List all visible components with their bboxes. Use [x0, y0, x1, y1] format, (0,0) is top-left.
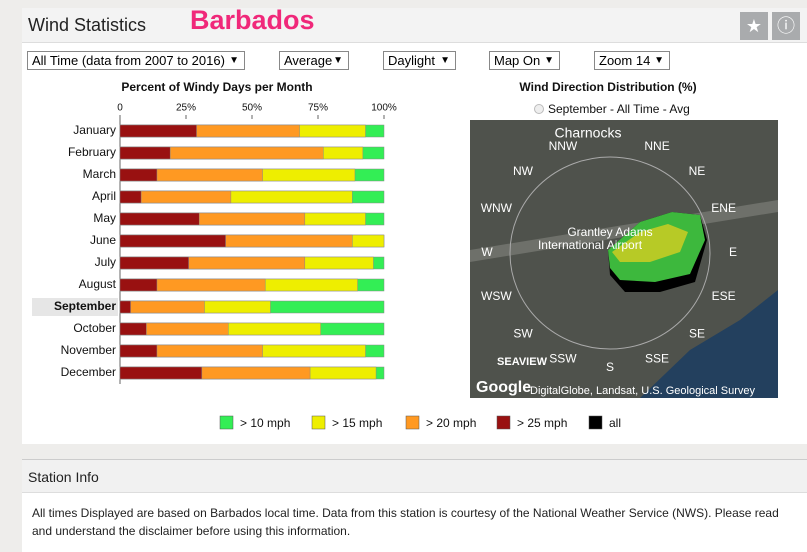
- compass-label: W: [481, 245, 493, 259]
- chart-title: Percent of Windy Days per Month: [121, 80, 312, 94]
- legend-swatch: [588, 415, 603, 430]
- sea: [640, 290, 778, 398]
- category-label: August: [79, 277, 117, 291]
- compass-label: SSW: [549, 351, 577, 365]
- compass-label: E: [729, 245, 737, 259]
- map-title: Wind Direction Distribution (%): [519, 80, 696, 94]
- category-label: September: [54, 299, 116, 313]
- info-button[interactable]: ⓘ: [772, 12, 800, 40]
- charts: Percent of Windy Days per Month Wind Dir…: [32, 80, 778, 430]
- legend-label: > 15 mph: [332, 416, 382, 430]
- compass-label: SSE: [645, 351, 669, 365]
- bar-segment: [119, 146, 171, 160]
- category-label: February: [68, 145, 116, 159]
- bar-segment: [119, 344, 158, 358]
- bar-segment: [119, 278, 158, 292]
- dropdown[interactable]: Daylight: [383, 51, 456, 70]
- station-info: Station Info All times Displayed are bas…: [22, 459, 807, 552]
- compass-label: WSW: [481, 289, 512, 303]
- legend-label: > 25 mph: [517, 416, 567, 430]
- legend-swatch: [496, 415, 511, 430]
- legend-swatch: [405, 415, 420, 430]
- bar-segment: [119, 190, 142, 204]
- compass-label: WNW: [481, 201, 513, 215]
- compass-label: NE: [689, 164, 706, 178]
- map-place: International Airport: [538, 238, 643, 252]
- highlight-band: [32, 298, 118, 316]
- compass-label: NNE: [644, 139, 669, 153]
- bar-segment: [119, 124, 197, 138]
- location: Barbados: [190, 5, 315, 35]
- map-place: Grantley Adams: [567, 225, 652, 239]
- legend-label: all: [609, 416, 621, 430]
- header: [22, 8, 807, 43]
- star-button[interactable]: ★: [740, 12, 768, 40]
- bar-segment: [119, 168, 158, 182]
- direction-15: [612, 224, 688, 262]
- legend-label: > 10 mph: [240, 416, 290, 430]
- station-info-text: All times Displayed are based on Barbado…: [32, 506, 779, 538]
- bar-segment: [119, 212, 200, 226]
- category-label: April: [92, 189, 116, 203]
- compass-label: NNW: [549, 139, 578, 153]
- category-label: March: [83, 167, 116, 181]
- bar-segment: [119, 366, 203, 380]
- map: Charnocks Grantley Adams International A…: [470, 120, 778, 398]
- legend-swatch: [219, 415, 234, 430]
- compass-label: ENE: [711, 201, 736, 215]
- compass-label: SE: [689, 326, 705, 340]
- x-tick-label: 100%: [371, 103, 397, 114]
- x-tick-label: 75%: [308, 103, 328, 114]
- compass-label: SW: [513, 326, 533, 340]
- map-attribution: DigitalGlobe, Landsat, U.S. Geological S…: [530, 385, 756, 397]
- dropdown[interactable]: All Time (data from 2007 to 2016): [27, 51, 245, 70]
- compass-label: NW: [513, 164, 534, 178]
- bar-segment: [119, 322, 147, 336]
- map-place: SEAVIEW: [497, 356, 548, 368]
- legend-swatch: [311, 415, 326, 430]
- category-label: November: [61, 343, 116, 357]
- x-tick-label: 0: [117, 103, 123, 114]
- runway: [470, 200, 778, 262]
- category-label: June: [90, 233, 116, 247]
- dropdown[interactable]: Average: [279, 51, 349, 70]
- map-logo: Google: [476, 379, 531, 396]
- station-info-header: [22, 460, 807, 493]
- legend-label: > 20 mph: [426, 416, 476, 430]
- x-tick-label: 50%: [242, 103, 262, 114]
- station-info-title: Station Info: [28, 469, 99, 485]
- category-label: October: [73, 321, 116, 335]
- category-label: May: [93, 211, 116, 225]
- category-label: January: [73, 123, 116, 137]
- compass-label: S: [606, 360, 614, 374]
- bar-segment: [119, 300, 131, 314]
- title: Wind Statistics: [28, 15, 147, 35]
- compass-label: ESE: [712, 289, 736, 303]
- x-tick-label: 25%: [176, 103, 196, 114]
- category-label: December: [61, 365, 116, 379]
- map-place: Charnocks: [555, 125, 622, 141]
- dropdown[interactable]: Map On: [489, 51, 560, 70]
- bar-segment: [119, 256, 189, 270]
- bar-segment: [119, 234, 226, 248]
- map-selection: September - All Time - Avg: [548, 102, 690, 116]
- dropdown[interactable]: Zoom 14: [594, 51, 670, 70]
- category-label: July: [95, 255, 116, 269]
- ring: [509, 156, 711, 350]
- radio[interactable]: [534, 104, 544, 114]
- bar-segment: [119, 300, 205, 314]
